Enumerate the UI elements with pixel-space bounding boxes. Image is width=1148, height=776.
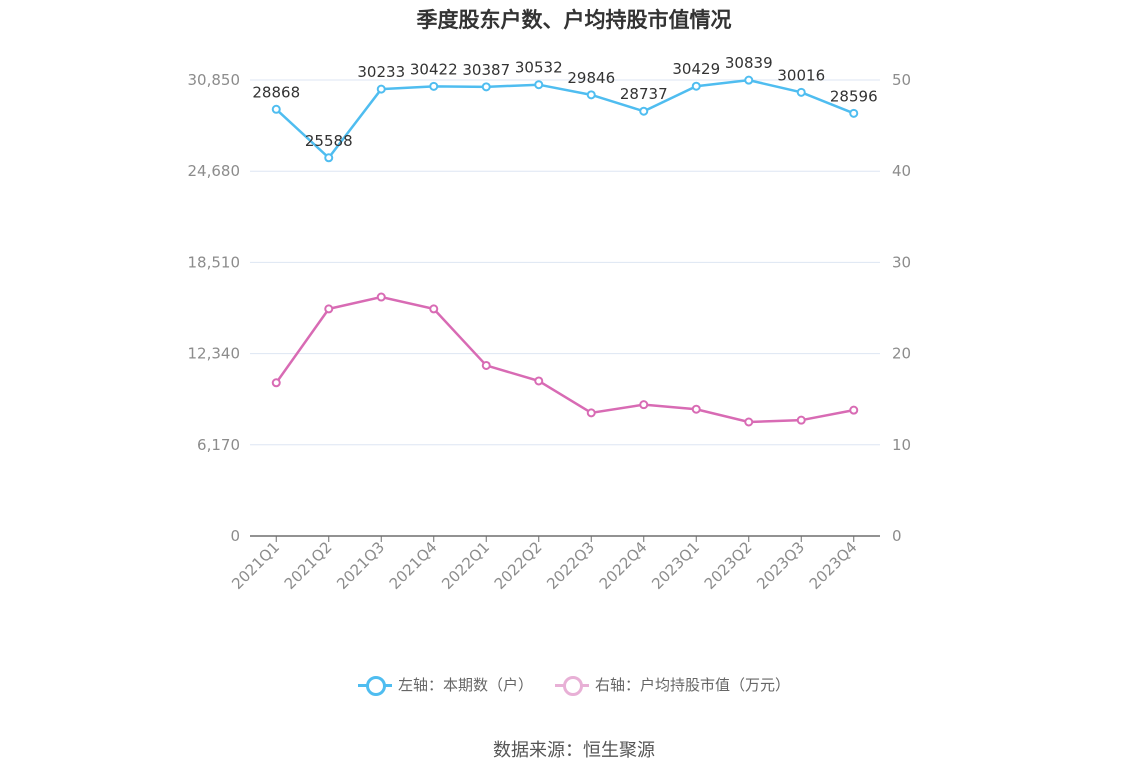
legend-label-series1: 左轴：本期数（户） — [397, 676, 533, 694]
left-tick-label: 24,680 — [188, 162, 241, 180]
series-1-point — [481, 82, 491, 92]
series-1-point — [639, 106, 649, 116]
series-1-point — [849, 108, 859, 118]
x-tick-label: 2022Q4 — [596, 538, 651, 593]
left-axis: 0 6,170 12,340 18,510 24,680 30,850 — [188, 71, 241, 545]
chart-title: 季度股东户数、户均持股市值情况 — [416, 8, 732, 32]
x-tick-label: 2022Q2 — [491, 538, 546, 593]
x-axis: 2021Q12021Q22021Q32021Q42022Q12022Q22022… — [228, 535, 880, 593]
series-1-point — [691, 81, 701, 91]
data-label: 30233 — [357, 63, 405, 81]
data-label: 25588 — [305, 132, 353, 150]
right-tick-label: 20 — [892, 345, 911, 363]
left-tick-label: 0 — [230, 527, 240, 545]
left-tick-label: 12,340 — [188, 345, 241, 363]
series-line-2 — [275, 295, 854, 424]
series-2-point — [744, 417, 754, 427]
series-2-point — [481, 360, 491, 370]
x-tick-label: 2021Q1 — [228, 538, 283, 593]
data-label: 30016 — [777, 66, 825, 84]
data-label: 28868 — [252, 83, 300, 101]
x-tick-label: 2021Q2 — [281, 538, 336, 593]
series-layer — [271, 75, 859, 427]
data-label: 28596 — [830, 87, 878, 105]
series-1-point — [534, 80, 544, 90]
series-1-point — [376, 84, 386, 94]
data-label: 30839 — [725, 54, 773, 72]
left-tick-label: 30,850 — [188, 71, 241, 89]
x-tick-label: 2021Q4 — [386, 538, 441, 593]
right-tick-label: 40 — [892, 162, 911, 180]
right-tick-label: 50 — [892, 71, 911, 89]
series-line-1 — [275, 78, 855, 160]
right-tick-label: 0 — [892, 527, 902, 545]
series-2-point — [639, 400, 649, 410]
series-1-point — [586, 90, 596, 100]
x-tick-label: 2021Q3 — [333, 538, 388, 593]
legend-item-series2[interactable]: 右轴：户均持股市值（万元） — [555, 674, 791, 696]
x-tick-label: 2023Q1 — [648, 538, 703, 593]
x-tick-label: 2023Q3 — [753, 538, 808, 593]
series-2-point — [691, 404, 701, 414]
series-2-point — [849, 405, 859, 415]
series-1-point — [796, 87, 806, 97]
grid-lines — [250, 79, 880, 446]
x-tick-label: 2023Q2 — [701, 538, 756, 593]
series-1-point — [744, 75, 754, 85]
series-2-point — [271, 378, 281, 388]
data-label: 28737 — [620, 85, 668, 103]
x-tick-label: 2022Q3 — [543, 538, 598, 593]
right-tick-label: 10 — [892, 436, 911, 454]
series-2-point — [324, 304, 334, 314]
left-tick-label: 18,510 — [188, 253, 241, 271]
right-axis: 0 10 20 30 40 50 — [892, 71, 911, 545]
series-2-point — [534, 376, 544, 386]
data-label: 30429 — [672, 60, 720, 78]
x-tick-label: 2023Q4 — [806, 538, 861, 593]
data-label: 30422 — [410, 60, 458, 78]
series-2-point — [429, 304, 439, 314]
legend-marker-series2 — [555, 675, 589, 696]
source-note: 数据来源：恒生聚源 — [493, 740, 655, 761]
right-tick-label: 30 — [892, 253, 911, 271]
legend-marker-series1 — [357, 675, 392, 696]
series-1-point — [271, 104, 281, 114]
line-chart: 0 6,170 12,340 18,510 24,680 30,850 0 10 20 30 40… — [188, 54, 912, 593]
series-1-point — [429, 81, 439, 91]
series-1-point — [324, 153, 334, 163]
legend-item-series1[interactable]: 左轴：本期数（户） — [357, 674, 533, 696]
legend-label-series2: 右轴：户均持股市值（万元） — [595, 676, 791, 694]
x-tick-label: 2022Q1 — [438, 538, 493, 593]
data-label: 30387 — [462, 61, 510, 79]
legend: 左轴：本期数（户） 右轴：户均持股市值（万元） — [0, 674, 1148, 696]
series-2-point — [376, 292, 386, 302]
data-label: 29846 — [567, 69, 615, 87]
left-tick-label: 6,170 — [197, 436, 240, 454]
series-2-point — [586, 408, 596, 418]
data-label: 30532 — [515, 59, 563, 77]
series-2-point — [796, 415, 806, 425]
